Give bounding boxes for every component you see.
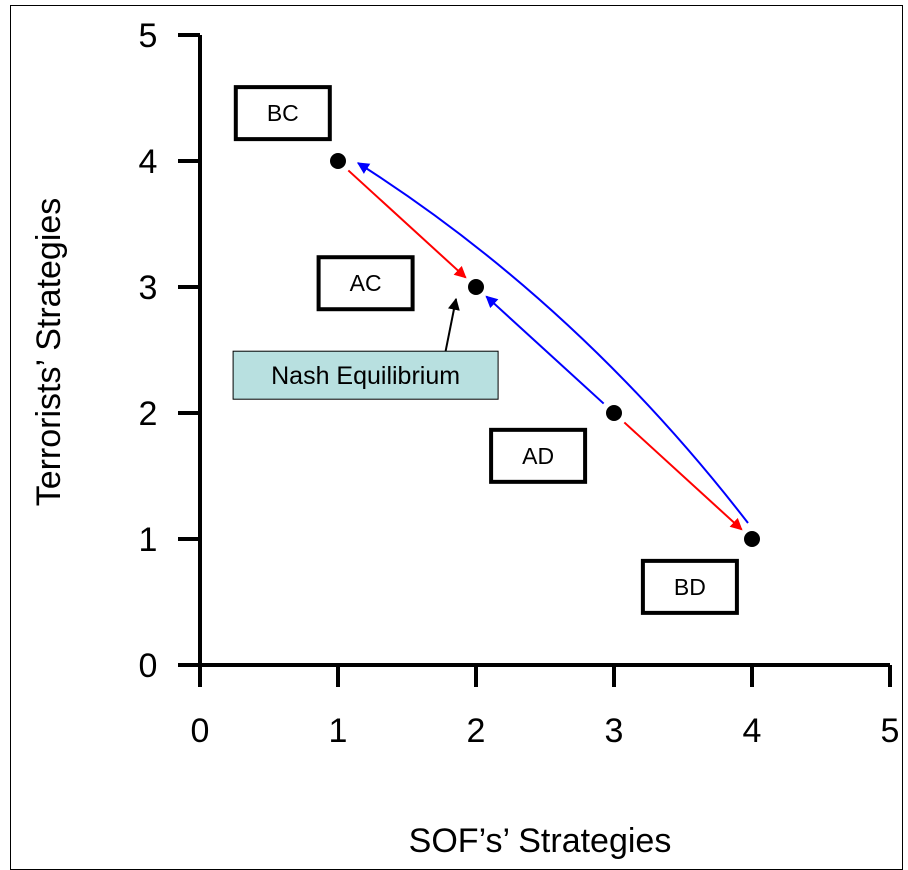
strategy-label: AC — [350, 270, 382, 296]
strategy-box — [316, 255, 415, 312]
x-tick-label: 1 — [329, 712, 348, 750]
data-point — [606, 405, 622, 421]
data-point — [744, 531, 760, 547]
red-arrow — [347, 169, 467, 279]
strategy-box — [640, 558, 739, 615]
strategy-label: BD — [674, 574, 706, 600]
strategy-label: AD — [522, 443, 554, 469]
x-tick-label: 3 — [605, 712, 624, 750]
y-tick-label: 1 — [139, 521, 158, 559]
y-axis-title: Terrorists’ Strategies — [30, 198, 68, 507]
y-tick-label: 0 — [139, 647, 158, 685]
blue-arrow — [485, 295, 605, 405]
red-arrow — [623, 421, 743, 531]
x-axis-title: SOF’s’ Strategies — [409, 822, 672, 860]
strategy-label: BC — [267, 100, 299, 126]
x-tick-label: 2 — [467, 712, 486, 750]
y-tick-label: 2 — [139, 395, 158, 433]
x-tick-label: 4 — [743, 712, 762, 750]
strategy-box — [489, 427, 588, 484]
y-tick-label: 5 — [139, 17, 158, 55]
nash-equilibrium-label: Nash Equilibrium — [271, 362, 460, 390]
data-point — [330, 153, 346, 169]
nash-equilibrium-box — [232, 350, 499, 400]
curved-blue-arrow — [356, 162, 749, 524]
x-tick-label: 5 — [881, 712, 900, 750]
x-tick-label: 0 — [191, 712, 210, 750]
y-tick-label: 3 — [139, 269, 158, 307]
callout-arrow — [444, 297, 460, 352]
strategy-box — [233, 85, 332, 142]
y-tick-label: 4 — [139, 143, 158, 181]
figure-frame — [10, 5, 903, 870]
data-point — [468, 279, 484, 295]
